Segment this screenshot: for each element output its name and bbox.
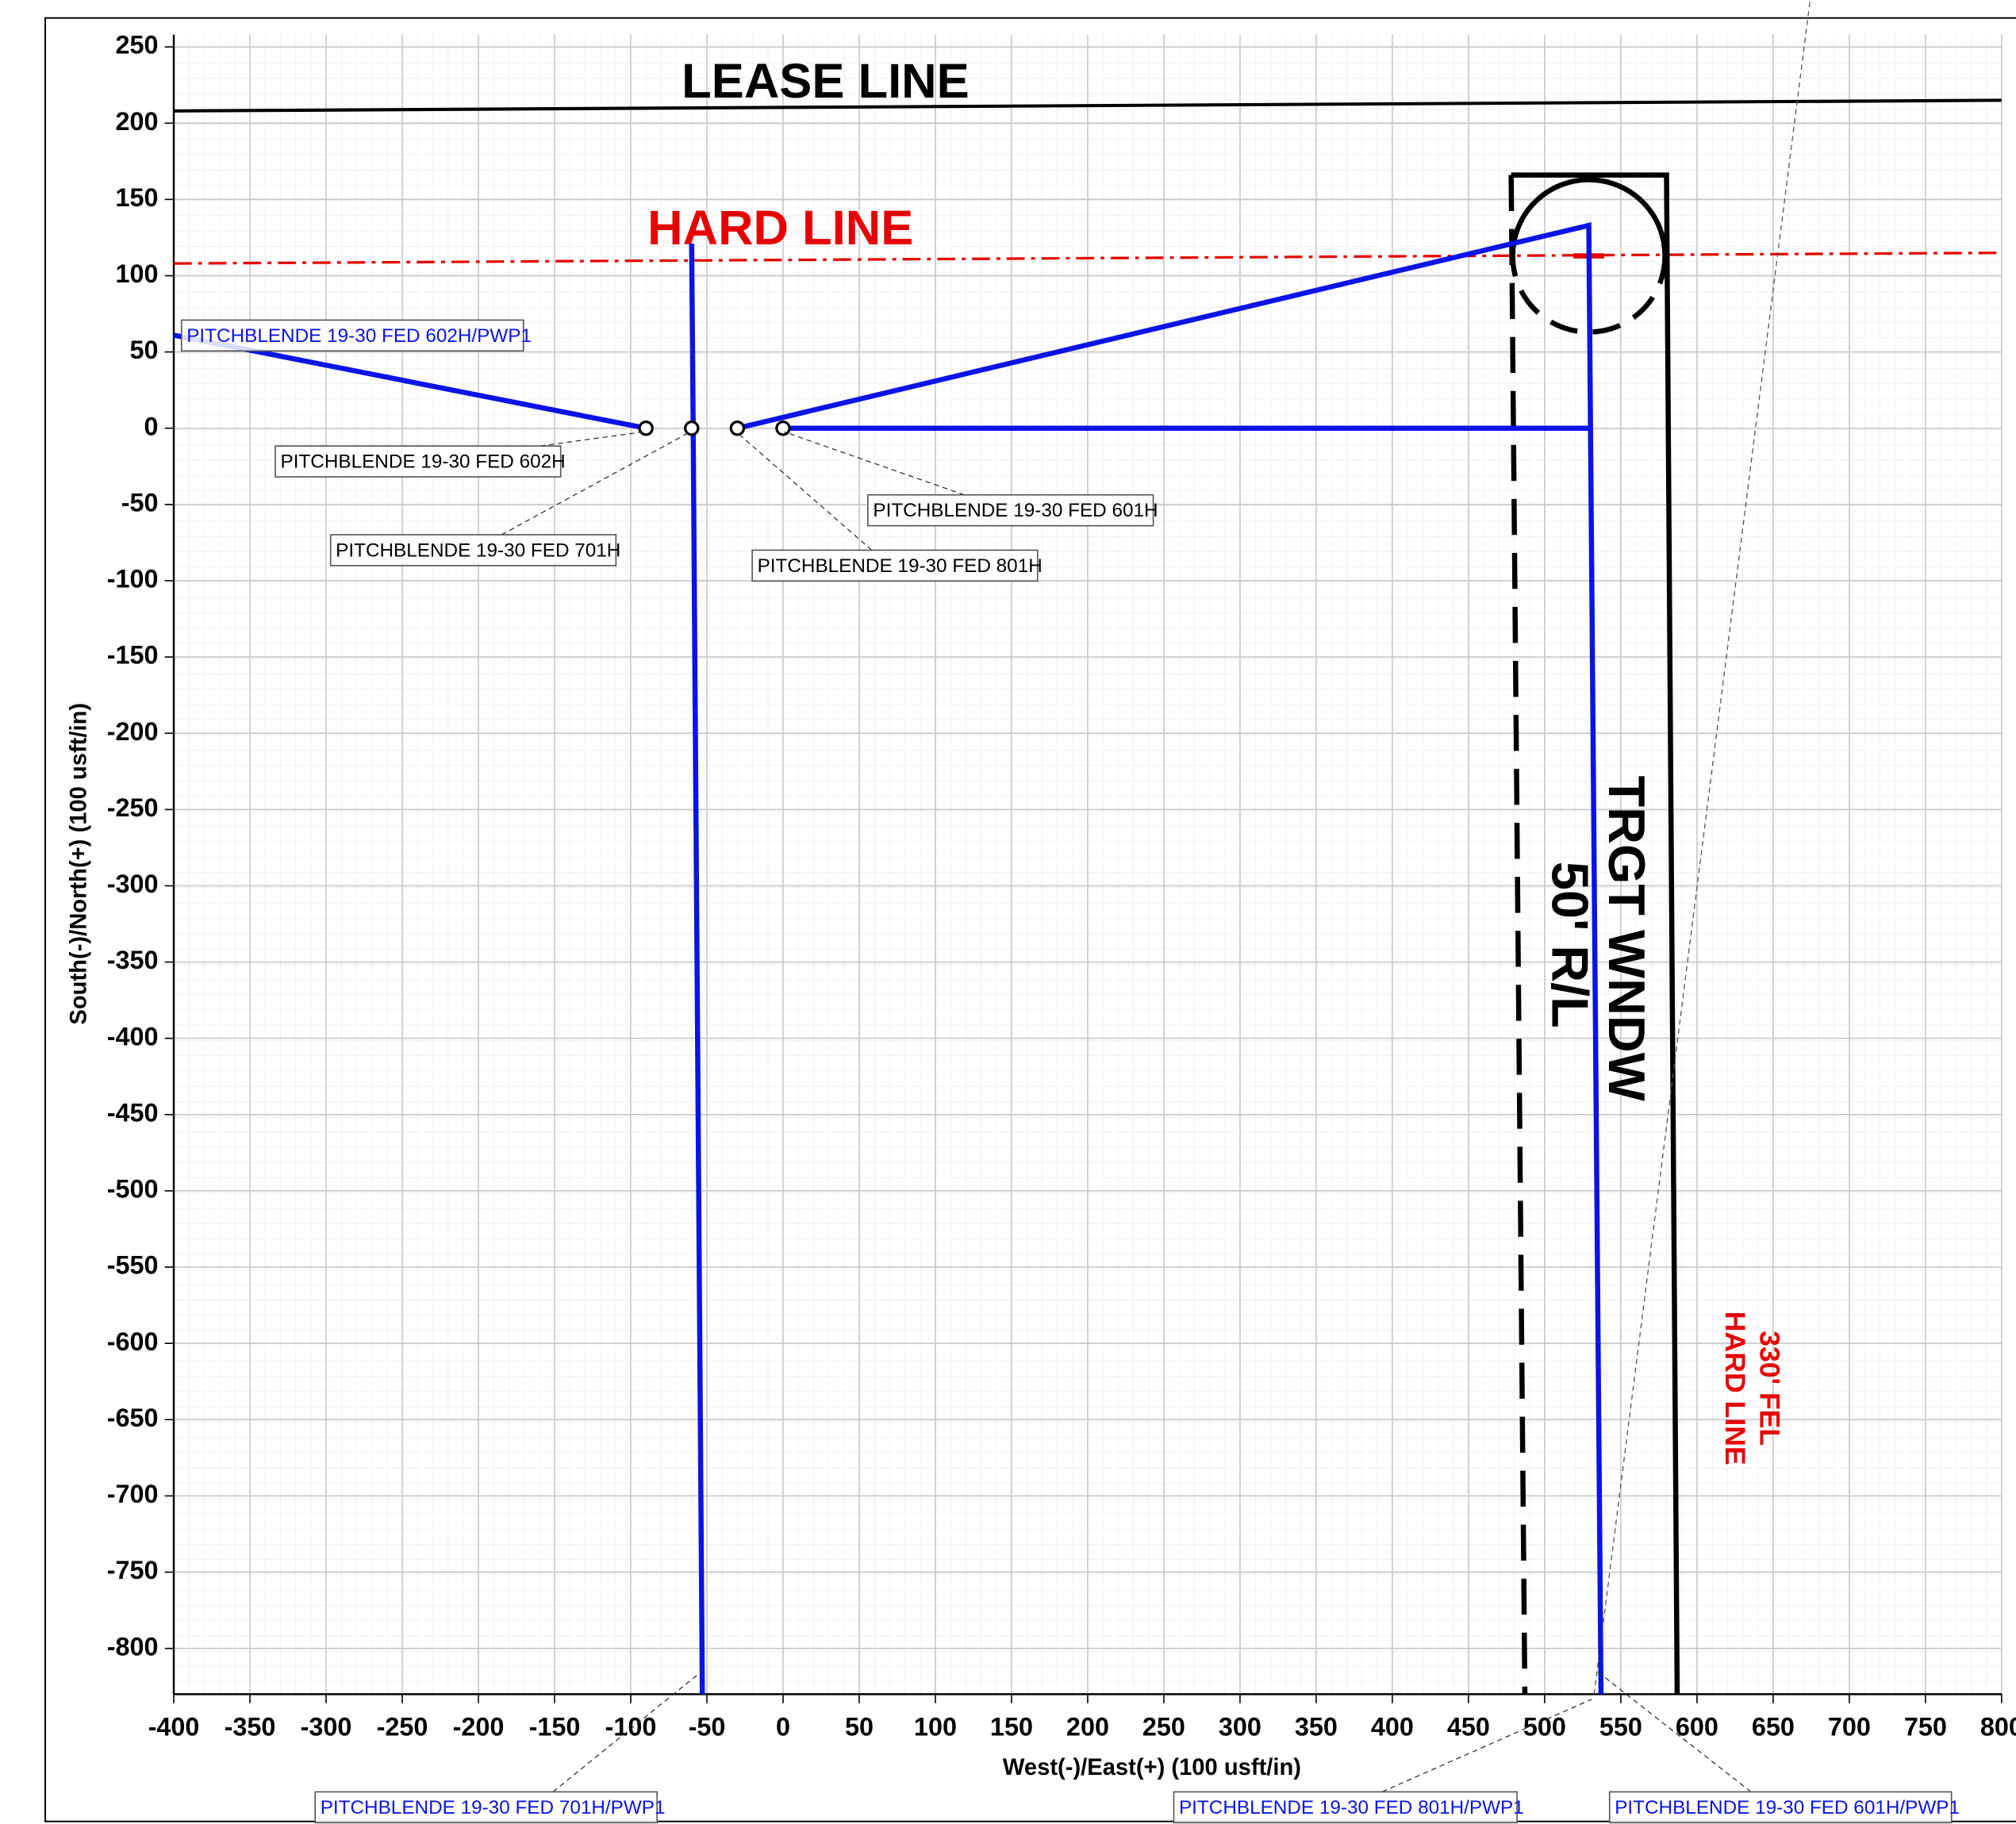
x-tick-label: 800: [1980, 1713, 2016, 1741]
x-tick-label: 650: [1752, 1713, 1795, 1741]
y-tick-label: -50: [121, 488, 159, 516]
x-tick-label: 200: [1066, 1713, 1109, 1741]
x-tick-label: 400: [1371, 1713, 1414, 1741]
x-tick-label: -400: [148, 1713, 200, 1741]
annotation: 330' FEL: [1754, 1331, 1786, 1446]
y-tick-label: 150: [116, 183, 159, 212]
label-box: [1173, 1791, 1518, 1824]
leader-line: [1596, 1670, 1752, 1793]
y-tick-label: -400: [107, 1022, 159, 1050]
label-box: [329, 534, 617, 566]
leader-line: [552, 1670, 703, 1792]
x-tick-label: 350: [1295, 1713, 1338, 1741]
y-tick-label: -300: [107, 870, 159, 898]
y-tick-label: -800: [107, 1632, 159, 1661]
y-tick-label: 0: [144, 412, 159, 440]
boundary-line: [174, 98, 2002, 113]
x-tick-label: -300: [301, 1713, 352, 1741]
x-axis-label: West(-)/East(+) (100 usft/in): [1003, 1755, 1301, 1780]
x-tick-label: 750: [1904, 1713, 1947, 1741]
surface-location: [638, 420, 654, 436]
annotation: HARD LINE: [1719, 1311, 1751, 1465]
label-box: [314, 1791, 659, 1824]
surface-location: [775, 420, 791, 436]
guide-line: [1593, 0, 1811, 1695]
x-tick-label: 500: [1523, 1713, 1566, 1741]
y-tick-label: -550: [107, 1251, 159, 1280]
x-tick-label: -350: [225, 1713, 276, 1741]
label-box: [275, 445, 562, 478]
well-label: PITCHBLENDE 19-30 FED 602H/PWP1: [186, 325, 532, 347]
boundary-label: HARD LINE: [647, 201, 913, 255]
x-tick-label: 150: [990, 1713, 1033, 1741]
leader-line: [784, 431, 965, 496]
well-path: [736, 221, 1604, 1695]
x-tick-label: 550: [1599, 1713, 1642, 1741]
y-tick-label: -200: [107, 717, 159, 746]
y-tick-label: -650: [107, 1404, 159, 1432]
y-tick-label: -500: [107, 1175, 159, 1204]
x-tick-label: 600: [1676, 1713, 1718, 1741]
frame: [44, 17, 2016, 1822]
well-label: PITCHBLENDE 19-30 FED 701H: [336, 540, 620, 561]
x-tick-label: 50: [845, 1713, 874, 1741]
boundary-label: LEASE LINE: [682, 54, 970, 109]
well-label: PITCHBLENDE 19-30 FED 601H: [873, 500, 1158, 521]
y-tick-label: 200: [116, 107, 159, 136]
leader-line: [1381, 1699, 1592, 1793]
well-label: PITCHBLENDE 19-30 FED 801H: [758, 555, 1043, 577]
y-axis-label: South(-)/North(+) (100 usft/in): [66, 703, 91, 1025]
x-tick-label: 100: [914, 1713, 957, 1741]
x-tick-label: 300: [1219, 1713, 1261, 1741]
leader-line: [739, 434, 873, 551]
x-tick-label: 0: [776, 1713, 790, 1741]
well-label: PITCHBLENDE 19-30 FED 602H: [280, 451, 565, 473]
y-tick-label: -350: [107, 946, 159, 974]
y-tick-label: -100: [107, 565, 159, 593]
label-box: [1608, 1791, 1953, 1824]
surface-location: [729, 420, 746, 436]
y-tick-label: 50: [130, 336, 159, 364]
x-tick-label: -150: [529, 1713, 581, 1741]
y-tick-label: -750: [107, 1556, 159, 1584]
y-tick-label: 100: [116, 259, 159, 288]
x-tick-label: -250: [377, 1713, 428, 1741]
x-tick-label: -100: [605, 1713, 657, 1741]
boundary-label: TRGT WNDW: [1598, 776, 1656, 1102]
y-tick-label: -250: [107, 793, 159, 822]
y-tick-label: -150: [107, 641, 159, 670]
label-box: [180, 319, 524, 352]
well-label: PITCHBLENDE 19-30 FED 801H/PWP1: [1179, 1797, 1524, 1818]
x-tick-label: 700: [1828, 1713, 1871, 1741]
y-tick-label: 250: [116, 31, 159, 60]
boundary-label: 50' R/L: [1542, 862, 1599, 1028]
label-box: [867, 493, 1154, 527]
label-box: [751, 549, 1039, 582]
target-circle-top: [1510, 177, 1668, 256]
y-tick-label: -700: [107, 1480, 159, 1508]
boundary-line: [1511, 172, 1680, 1695]
surface-location: [684, 420, 700, 436]
y-tick-label: -600: [107, 1327, 159, 1356]
well-label: PITCHBLENDE 19-30 FED 601H/PWP1: [1615, 1797, 1960, 1818]
y-tick-label: -450: [107, 1098, 159, 1127]
x-tick-label: -50: [689, 1713, 726, 1741]
boundary-line: [174, 252, 2002, 265]
x-tick-label: -200: [453, 1713, 505, 1741]
x-tick-label: 250: [1142, 1713, 1185, 1741]
boundary-line: [1508, 175, 1528, 1695]
well-label: PITCHBLENDE 19-30 FED 701H/PWP1: [321, 1797, 666, 1818]
x-tick-label: 450: [1447, 1713, 1490, 1741]
